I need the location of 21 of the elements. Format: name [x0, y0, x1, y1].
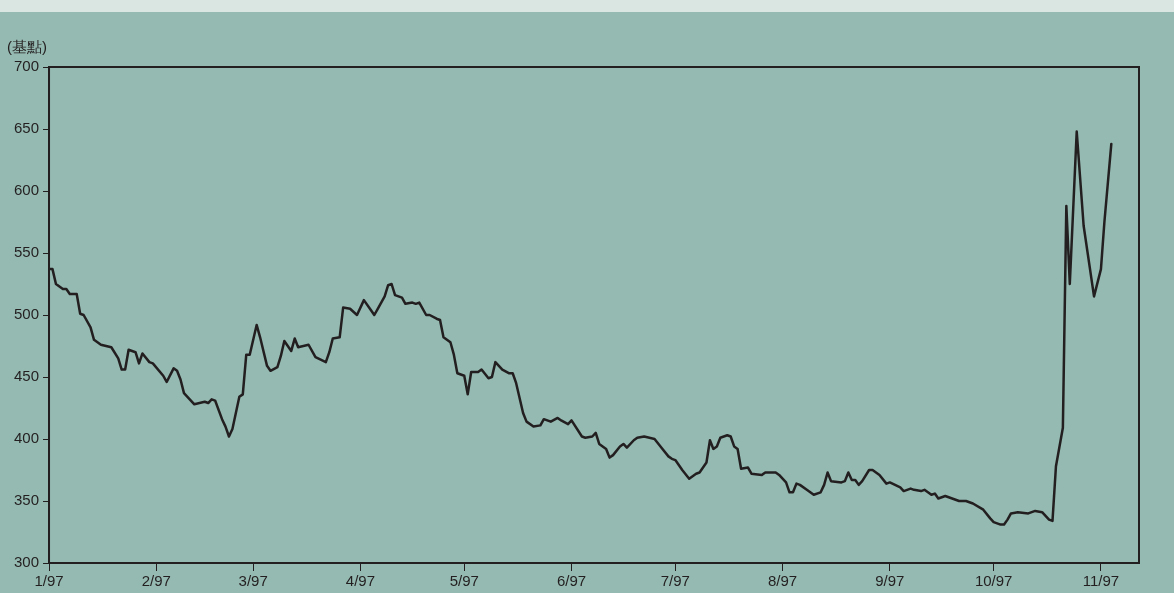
- x-tick-label: 2/97: [141, 572, 171, 590]
- y-tick-label: 550: [14, 243, 40, 261]
- x-tick-label: 3/97: [238, 572, 268, 590]
- y-tick-label: 300: [14, 553, 40, 571]
- y-tick-label: 400: [14, 429, 40, 447]
- x-tick-label: 6/97: [556, 572, 587, 590]
- x-tick-label: 7/97: [660, 572, 690, 590]
- x-tick-label: 5/97: [449, 572, 479, 590]
- y-tick-label: 700: [14, 57, 40, 75]
- x-tick-label: 4/97: [345, 572, 376, 590]
- x-tick-label: 9/97: [875, 572, 905, 590]
- y-axis-title: (基點): [7, 37, 48, 55]
- y-tick-label: 450: [14, 367, 40, 385]
- y-tick-label: 500: [14, 305, 40, 323]
- y-tick-label: 650: [14, 119, 40, 137]
- x-tick-label: 1/97: [34, 572, 64, 590]
- x-tick-label: 11/97: [1082, 572, 1120, 590]
- x-tick-label: 10/97: [974, 572, 1013, 590]
- x-tick-label: 8/97: [767, 572, 798, 590]
- y-tick-label: 350: [14, 491, 40, 509]
- y-tick-label: 600: [14, 181, 40, 199]
